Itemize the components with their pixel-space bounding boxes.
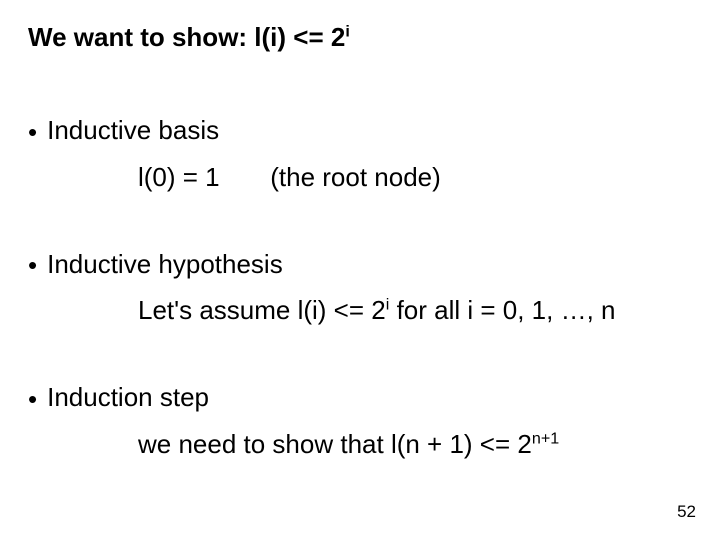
headline-expr-left: l(i) <= 2: [254, 22, 345, 52]
basis-line-left: l(0) = 1: [138, 162, 220, 192]
step-line-pre: we need to show that l(n + 1) <= 2: [138, 429, 532, 459]
step-line: we need to show that l(n + 1) <= 2n+1: [138, 429, 692, 460]
section-hypothesis: • Inductive hypothesis: [28, 249, 692, 282]
basis-line: l(0) = 1 (the root node): [138, 162, 692, 193]
headline-expr-sup: i: [345, 22, 349, 40]
section-basis: • Inductive basis: [28, 115, 692, 148]
bullet-icon: •: [28, 117, 37, 148]
hypothesis-title: Inductive hypothesis: [47, 249, 283, 279]
headline: We want to show: l(i) <= 2i: [28, 22, 692, 53]
page-number: 52: [677, 502, 696, 522]
hypothesis-line-pre: Let's assume l(i) <= 2: [138, 295, 386, 325]
bullet-icon: •: [28, 250, 37, 281]
hypothesis-line-post: for all i = 0, 1, …, n: [389, 295, 615, 325]
bullet-icon: •: [28, 384, 37, 415]
section-step: • Induction step: [28, 382, 692, 415]
basis-line-right: (the root node): [270, 162, 441, 192]
slide: We want to show: l(i) <= 2i • Inductive b…: [0, 0, 720, 540]
headline-prefix: We want to show:: [28, 22, 254, 52]
step-line-sup: n+1: [532, 429, 559, 447]
hypothesis-line: Let's assume l(i) <= 2i for all i = 0, 1…: [138, 295, 692, 326]
step-title: Induction step: [47, 382, 209, 412]
basis-title: Inductive basis: [47, 115, 219, 145]
